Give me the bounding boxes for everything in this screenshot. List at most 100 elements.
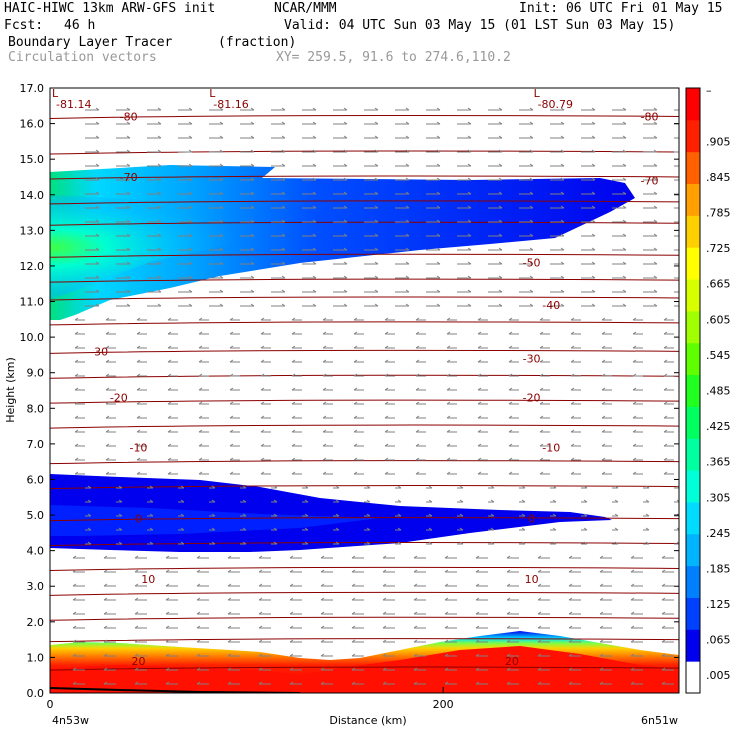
vector-arrowhead	[198, 471, 203, 475]
vector-arrowhead	[622, 163, 627, 167]
vector-arrowhead	[165, 625, 170, 629]
vector-arrowhead	[444, 555, 449, 559]
colorbar-frame	[685, 87, 701, 694]
vector-arrowhead	[105, 359, 110, 363]
vector-arrowhead	[74, 443, 79, 447]
vector-arrowhead	[498, 191, 503, 195]
y-tick-label: 2.0	[27, 616, 45, 629]
colorbar-swatch	[686, 470, 700, 503]
low-marker: L	[534, 87, 541, 100]
vector-arrowhead	[343, 219, 348, 223]
vector-arrowhead	[539, 317, 544, 321]
vector-arrowhead	[322, 471, 327, 475]
vector-arrowhead	[630, 555, 635, 559]
vector-arrowhead	[653, 275, 658, 279]
vector-arrowhead	[467, 205, 472, 209]
vector-arrowhead	[444, 611, 449, 615]
vector-arrowhead	[273, 541, 278, 545]
vector-arrowhead	[560, 205, 565, 209]
x-axis: 0 200	[47, 687, 454, 711]
vector-arrowhead	[229, 471, 234, 475]
vector-arrowhead	[583, 527, 588, 531]
vector-arrowhead	[126, 261, 131, 265]
colorbar-swatch	[686, 565, 700, 598]
vector-arrowhead	[632, 317, 637, 321]
vector-arrowhead	[219, 233, 224, 237]
vector-arrowhead	[446, 415, 451, 419]
vector-arrowhead	[335, 485, 340, 489]
vector-arrowhead	[188, 107, 193, 111]
vector-arrowhead	[291, 345, 296, 349]
vector-arrowhead	[126, 275, 131, 279]
vector-arrowhead	[583, 541, 588, 545]
isotherm-label: 0	[528, 513, 535, 526]
vector-arrowhead	[198, 401, 203, 405]
vector-arrowhead	[250, 121, 255, 125]
colorbar-swatch	[686, 342, 700, 376]
vector-arrowhead	[196, 569, 201, 573]
vector-arrowhead	[397, 485, 402, 489]
vector-arrowhead	[622, 177, 627, 181]
vector-arrowhead	[250, 247, 255, 251]
vector-arrowhead	[289, 555, 294, 559]
vector-arrowhead	[351, 555, 356, 559]
vector-arrowhead	[413, 611, 418, 615]
vector-arrowhead	[188, 303, 193, 307]
vector-arrowhead	[490, 485, 495, 489]
vector-arrowhead	[374, 177, 379, 181]
vector-arrowhead	[570, 331, 575, 335]
vector-arrowhead	[320, 653, 325, 657]
vector-arrowhead	[157, 205, 162, 209]
vector-arrowhead	[601, 429, 606, 433]
colorbar-label: .245	[706, 527, 731, 540]
colorbar-swatch	[686, 661, 700, 694]
vector-arrowhead	[196, 681, 201, 685]
vector-arrowhead	[229, 317, 234, 321]
vector-arrowhead	[653, 219, 658, 223]
vector-arrowhead	[570, 359, 575, 363]
vector-arrowhead	[258, 597, 263, 601]
vector-arrowhead	[583, 513, 588, 517]
isotherm-label: 10	[525, 573, 539, 586]
vector-arrowhead	[242, 499, 247, 503]
vector-arrowhead	[227, 625, 232, 629]
vector-arrowhead	[663, 471, 668, 475]
isotherm-line	[50, 200, 679, 205]
vector-arrowhead	[601, 373, 606, 377]
vector-arrowhead	[353, 429, 358, 433]
vector-arrowhead	[227, 569, 232, 573]
vector-arrowhead	[661, 583, 666, 587]
vector-arrowhead	[560, 121, 565, 125]
vector-arrowhead	[663, 345, 668, 349]
upper-tracer-core	[50, 195, 360, 300]
colorbar-swatch	[686, 406, 700, 439]
vector-arrowhead	[188, 247, 193, 251]
vector-arrowhead	[384, 387, 389, 391]
vector-arrowhead	[653, 121, 658, 125]
vector-arrowhead	[428, 541, 433, 545]
vector-arrowhead	[250, 289, 255, 293]
vector-arrowhead	[335, 499, 340, 503]
vector-arrowhead	[289, 667, 294, 671]
vector-arrowhead	[645, 527, 650, 531]
vector-arrowhead	[537, 597, 542, 601]
vector-arrowhead	[273, 527, 278, 531]
vector-arrowhead	[663, 443, 668, 447]
vector-arrowhead	[537, 583, 542, 587]
vector-arrowhead	[508, 345, 513, 349]
vector-arrowhead	[560, 233, 565, 237]
vector-arrowhead	[291, 443, 296, 447]
vector-arrowhead	[304, 541, 309, 545]
vector-arrowhead	[229, 387, 234, 391]
isotherm-labels: -80 -80 -70 -70 -50 -40 -30 -30 -20 -20 -10 -10 0 0 10…	[90, 110, 658, 667]
vector-arrowhead	[366, 499, 371, 503]
vector-arrowhead	[198, 443, 203, 447]
vector-arrowhead	[506, 569, 511, 573]
vector-arrowhead	[118, 541, 123, 545]
vector-arrowhead	[72, 597, 77, 601]
vector-arrowhead	[118, 485, 123, 489]
init-time: Init: 06 UTC Fri 01 May 15	[519, 1, 723, 16]
vector-arrowhead	[583, 485, 588, 489]
vector-arrowhead	[436, 107, 441, 111]
colorbar-label: .905	[706, 135, 731, 148]
